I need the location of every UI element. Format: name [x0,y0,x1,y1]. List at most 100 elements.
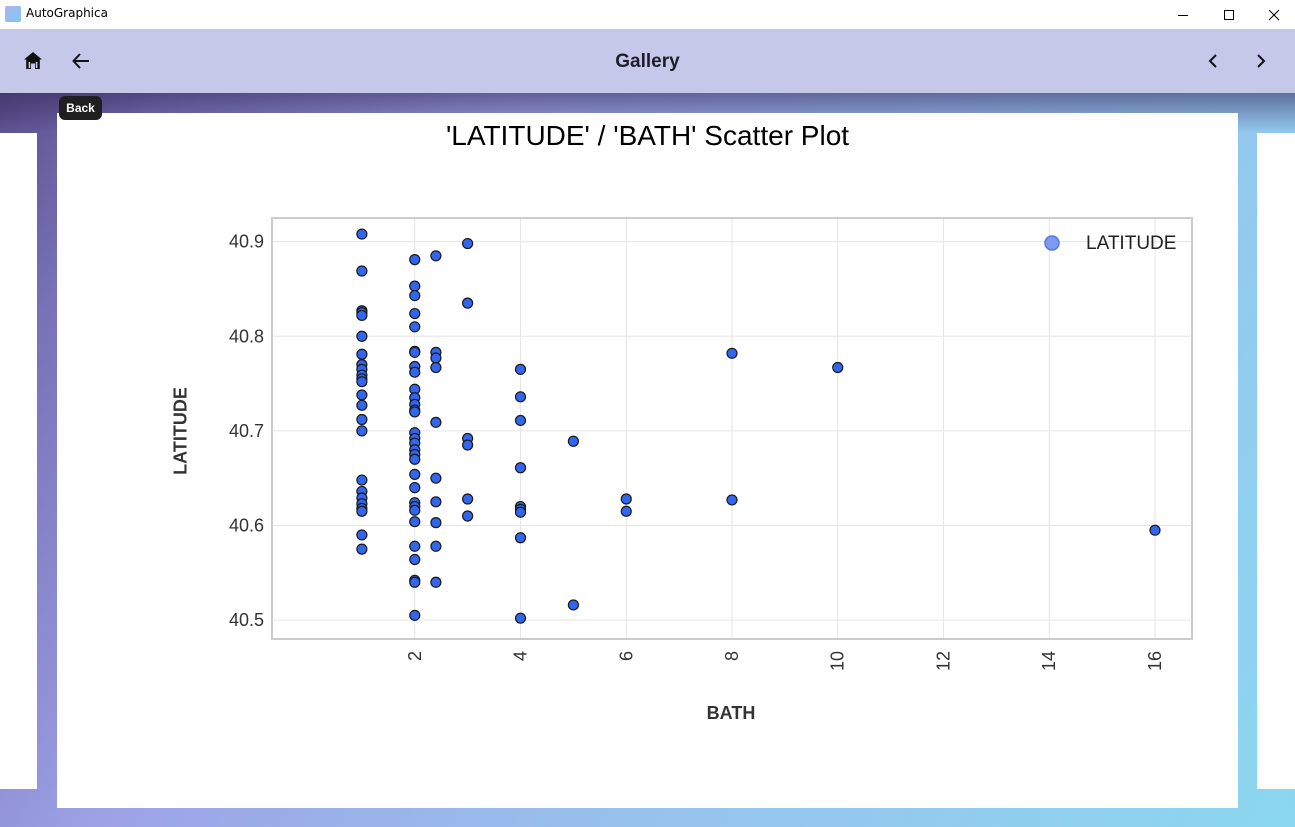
scatter-point [356,529,368,541]
minimize-button[interactable] [1160,0,1206,29]
maximize-icon [1224,9,1234,20]
scatter-point [514,363,527,375]
scatter-point [409,609,421,621]
scatter-point [409,254,421,266]
x-tick-label: 12 [933,651,953,671]
legend-label: LATITUDE [1086,233,1176,254]
plot-frame [271,217,1193,640]
window-title-bar: AutoGraphica [0,0,1295,29]
chevron-left-icon [1208,54,1217,68]
scatter-point [409,280,421,292]
close-icon [1268,9,1280,20]
scatter-point [462,297,474,309]
y-tick-label: 40.6 [229,515,264,535]
scatter-point [356,376,368,388]
scatter-point [409,321,421,333]
x-tick-label: 2 [405,651,425,661]
scatter-point [462,493,474,505]
x-axis-label: BATH [706,703,756,723]
scatter-point [514,612,527,624]
scatter-point [430,517,442,529]
minimize-icon [1178,14,1188,16]
scatter-point [1149,524,1161,536]
scatter-point [356,309,368,322]
scatter-point [430,352,442,364]
close-button[interactable] [1251,0,1295,29]
scatter-point [409,468,421,480]
scatter-point [356,505,368,517]
maximize-button[interactable] [1206,0,1252,29]
scatter-point [514,506,527,518]
scatter-point [356,228,368,240]
scatter-point [356,330,368,342]
scatter-point [430,250,442,262]
window-title: AutoGraphica [26,6,108,20]
next-button[interactable] [1241,41,1281,81]
scatter-point [409,453,421,465]
scatter-point [462,510,474,522]
x-tick-label: 10 [828,651,848,671]
app-bar: Gallery [0,29,1295,93]
chevron-right-icon [1257,54,1266,68]
home-button[interactable] [13,41,53,81]
scatter-point [356,389,368,401]
scatter-point [356,474,368,486]
x-tick-label: 6 [616,651,636,661]
scatter-point [356,399,368,411]
scatter-point [409,516,421,528]
chart-title: 'LATITUDE' / 'BATH' Scatter Plot [445,120,850,151]
scatter-point [409,553,421,566]
scatter-point [430,472,442,484]
scatter-point [514,414,527,427]
scatter-point [356,543,368,555]
scatter-point [514,391,527,403]
scatter-point [430,540,442,552]
scatter-point [356,425,368,437]
scatter-point [409,576,421,588]
x-tick-label: 14 [1039,651,1059,671]
previous-button[interactable] [1193,41,1233,81]
scatter-point [462,237,474,250]
scatter-point [726,347,738,359]
x-tick-label: 16 [1145,651,1165,671]
scatter-point [430,496,442,508]
scatter-point [567,435,579,447]
scatter-point [726,494,738,506]
scatter-point [356,348,368,360]
back-button[interactable] [61,41,101,81]
scatter-point [514,462,527,474]
scatter-point [430,416,442,428]
arrow-left-icon [72,53,89,69]
app-icon [5,6,21,22]
y-tick-label: 40.9 [229,232,264,252]
scatter-point [462,439,474,451]
page-title: Gallery [615,51,680,72]
y-tick-label: 40.8 [229,326,264,346]
scatter-point [430,576,442,588]
scatter-point [620,493,632,505]
x-tick-label: 8 [722,651,742,661]
scatter-point [430,361,442,374]
scatter-point [409,482,421,494]
back-tooltip: Back [59,96,102,120]
scatter-point [409,346,421,358]
scatter-point [409,540,421,552]
scatter-point [832,361,844,374]
x-tick-label: 4 [511,651,531,661]
y-tick-label: 40.7 [229,421,264,441]
scatter-point [409,366,421,378]
side-panel-left [0,133,37,789]
scatter-point [409,307,421,320]
scatter-point [514,532,527,544]
scatter-point [356,265,368,277]
scatter-point [356,413,368,426]
scatter-point [409,504,421,516]
scatter-point [409,406,421,418]
scatter-point [620,505,632,517]
scatter-point [567,599,579,611]
legend-marker [1044,235,1060,251]
home-icon [24,52,42,69]
side-panel-right [1257,133,1295,789]
y-tick-label: 40.5 [229,610,264,630]
